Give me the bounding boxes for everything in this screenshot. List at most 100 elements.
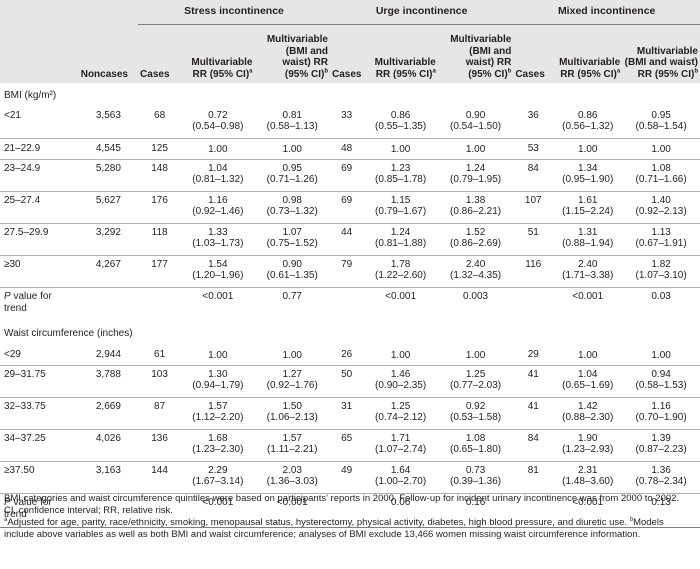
row-label: ≥30: [0, 255, 79, 288]
urge-cases-cell: 33: [329, 107, 364, 139]
urge-bmi-waist-rr-cell: 1.00: [437, 345, 514, 366]
mixed-mv-rr-cell: 2.31 (1.48–3.60): [553, 461, 623, 494]
urge-cases-cell: 48: [329, 138, 364, 160]
section-title: Waist circumference (inches): [4, 328, 133, 340]
noncases-cell: 3,292: [78, 223, 139, 256]
group-header-stress: Stress incontinence: [138, 0, 330, 25]
stress-mv-rr-cell: 1.33 (1.03–1.73): [181, 223, 255, 256]
urge-mv-rr-cell: 1.25 (0.74–2.12): [363, 397, 438, 430]
stress-cases-cell: 118: [138, 223, 182, 256]
urge-bmi-waist-rr-cell: 1.38 (0.86–2.21): [437, 191, 514, 224]
section-header-row: Waist circumference (inches): [0, 321, 700, 345]
mixed-mv-rr-cell: 1.61 (1.15–2.24): [553, 191, 623, 224]
header-blank: [0, 0, 139, 25]
stress-mv-rr-cell: 1.57 (1.12–2.20): [181, 397, 255, 430]
empty-cell: [78, 493, 139, 528]
mixed-cases-cell: 84: [513, 159, 554, 192]
noncases-cell: 5,627: [78, 191, 139, 224]
trend-row: P value for trend <0.001 <0.001 0.06 0.16 <0.…: [0, 493, 700, 528]
table-row: <21 3,563 68 0.72 (0.54–0.98) 0.81 (0.58–1.13)…: [0, 107, 700, 139]
stress-cases-cell: 125: [138, 138, 182, 160]
urge-mv-rr-cell: 1.15 (0.79–1.67): [363, 191, 438, 224]
stress-bmi-waist-trend-cell: <0.001: [254, 493, 330, 528]
noncases-cell: 2,669: [78, 397, 139, 430]
stress-bmi-waist-rr-cell: 0.81 (0.58–1.13): [254, 107, 330, 139]
empty-cell: [513, 493, 554, 528]
urge-mv-rr-cell: 0.86 (0.55–1.35): [363, 107, 438, 139]
stress-mv-rr-cell: 2.29 (1.67–3.14): [181, 461, 255, 494]
stress-mv-rr-header: Multivariable RR (95% CI)a: [181, 24, 255, 83]
row-label: <21: [0, 107, 79, 139]
stress-bmi-waist-rr-cell: 0.90 (0.61–1.35): [254, 255, 330, 288]
table-row: 21–22.9 4,545 125 1.00 1.00 48 1.00 1.00 53 1.00 1…: [0, 138, 700, 160]
mixed-cases-cell: 107: [513, 191, 554, 224]
mixed-cases-cell: 53: [513, 138, 554, 160]
mixed-bmi-waist-rr-cell: 1.00: [622, 345, 700, 366]
mixed-cases-cell: 36: [513, 107, 554, 139]
stress-bmi-waist-rr-cell: 1.07 (0.75–1.52): [254, 223, 330, 256]
group-header-urge: Urge incontinence: [329, 0, 514, 25]
stress-cases-cell: 68: [138, 107, 182, 139]
stress-cases-cell: 136: [138, 429, 182, 462]
noncases-cell: 4,026: [78, 429, 139, 462]
table-footnotes: BMI categories and waist circumference q…: [4, 493, 696, 541]
mixed-bmi-waist-rr-header: Multivariable (BMI and waist) RR (95% CI…: [622, 24, 700, 83]
mixed-mv-rr-cell: 1.90 (1.23–2.93): [553, 429, 623, 462]
urge-cases-cell: 79: [329, 255, 364, 288]
table-row: 29–31.75 3,788 103 1.30 (0.94–1.79) 1.27 (0.92…: [0, 365, 700, 398]
stress-cases-cell: 148: [138, 159, 182, 192]
mixed-bmi-waist-rr-cell: 1.40 (0.92–2.13): [622, 191, 700, 224]
table-row: 25–27.4 5,627 176 1.16 (0.92–1.46) 0.98 (0.73–…: [0, 191, 700, 224]
table-row: ≥37.50 3,163 144 2.29 (1.67–3.14) 2.03 (1.36–3…: [0, 461, 700, 494]
urge-bmi-waist-rr-cell: 2.40 (1.32–4.35): [437, 255, 514, 288]
stress-cases-cell: 177: [138, 255, 182, 288]
table-row: ≥30 4,267 177 1.54 (1.20–1.96) 0.90 (0.61–1.35…: [0, 255, 700, 288]
mixed-cases-cell: 41: [513, 397, 554, 430]
mixed-cases-cell: 81: [513, 461, 554, 494]
noncases-cell: 5,280: [78, 159, 139, 192]
stress-bmi-waist-trend-cell: 0.77: [282, 291, 302, 302]
urge-bmi-waist-rr-cell: 0.90 (0.54–1.50): [437, 107, 514, 139]
urge-cases-cell: 69: [329, 191, 364, 224]
urge-cases-cell: 26: [329, 345, 364, 366]
urge-cases-cell: 65: [329, 429, 364, 462]
urge-mv-rr-cell: 1.64 (1.00–2.70): [363, 461, 438, 494]
group-header-mixed: Mixed incontinence: [513, 0, 700, 25]
empty-cell: [79, 288, 138, 322]
urge-bmi-waist-rr-cell: 0.73 (0.39–1.36): [437, 461, 514, 494]
mixed-mv-rr-cell: 2.40 (1.71–3.38): [553, 255, 623, 288]
empty-cell: [513, 288, 553, 322]
stress-bmi-waist-rr-cell: 2.03 (1.36–3.03): [254, 461, 330, 494]
stress-bmi-waist-rr-cell: 1.50 (1.06–2.13): [254, 397, 330, 430]
stress-mv-trend-cell: <0.001: [202, 291, 234, 302]
urge-bmi-waist-rr-cell: 1.08 (0.65–1.80): [437, 429, 514, 462]
urge-mv-trend-cell: <0.001: [385, 291, 417, 302]
mixed-cases-cell: 84: [513, 429, 554, 462]
empty-cell: [138, 493, 182, 528]
mixed-mv-trend-cell: <0.001: [572, 291, 604, 302]
stress-cases-cell: 87: [138, 397, 182, 430]
urge-mv-rr-cell: 1.71 (1.07–2.74): [363, 429, 438, 462]
empty-cell: [329, 493, 364, 528]
mixed-bmi-waist-rr-cell: 1.00: [622, 138, 700, 160]
urge-bmi-waist-rr-cell: 1.00: [437, 138, 514, 160]
noncases-cell: 4,545: [78, 138, 139, 160]
stress-cases-cell: 176: [138, 191, 182, 224]
urge-bmi-waist-rr-cell: 1.52 (0.86–2.69): [437, 223, 514, 256]
urge-mv-rr-cell: 1.46 (0.90–2.35): [363, 365, 438, 398]
section-title: BMI (kg/m²): [4, 90, 57, 102]
urge-cases-cell: 49: [329, 461, 364, 494]
urge-bmi-waist-rr-cell: 1.25 (0.77–2.03): [437, 365, 514, 398]
empty-cell: [138, 288, 181, 322]
stress-cases-cell: 61: [138, 345, 182, 366]
mixed-mv-trend-cell: <0.001: [553, 493, 623, 528]
stress-cases-cell: 144: [138, 461, 182, 494]
urge-mv-rr-cell: 1.23 (0.85–1.78): [363, 159, 438, 192]
urge-mv-rr-cell: 1.24 (0.81–1.88): [363, 223, 438, 256]
table-row: 32–33.75 2,669 87 1.57 (1.12–2.20) 1.50 (1.06–…: [0, 397, 700, 430]
empty-cell: [330, 288, 363, 322]
stress-bmi-waist-rr-cell: 0.95 (0.71–1.26): [254, 159, 330, 192]
footnote-adjustment: aAdjusted for age, parity, race/ethnicit…: [4, 516, 664, 540]
stress-mv-rr-cell: 1.54 (1.20–1.96): [181, 255, 255, 288]
